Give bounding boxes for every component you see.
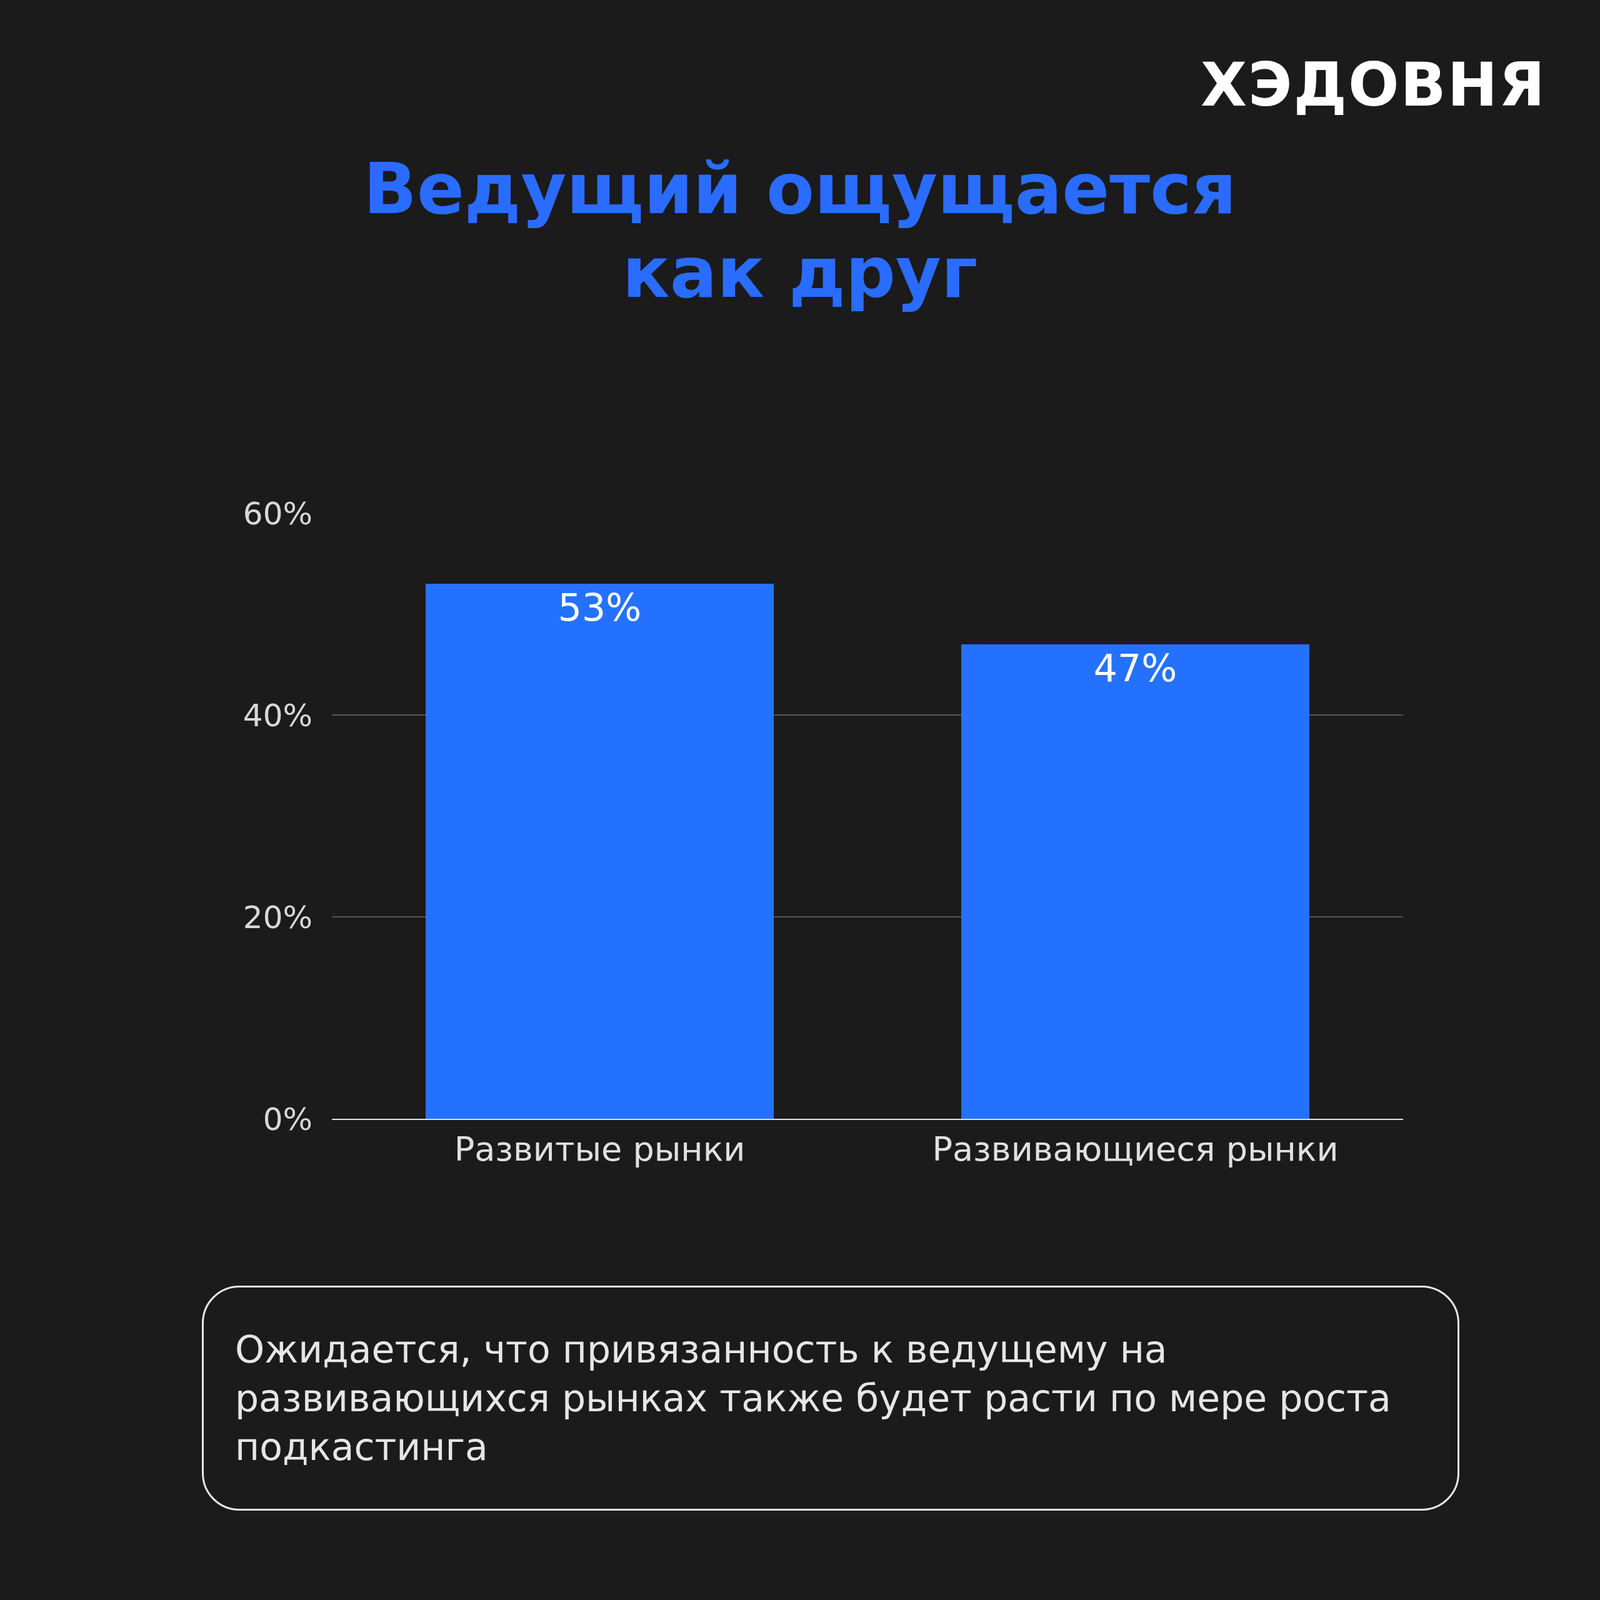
html-text:Ожидается, что привязанность к: Ожидается, что привязанность к ведущему … — [235, 1327, 1392, 1469]
svg-text:20%: 20% — [243, 899, 313, 936]
html-text:Ведущий ощущается как друг: Ведущий ощущается как друг — [363, 148, 1237, 314]
svg-text:Развитые рынки: Развитые рынки — [454, 1129, 746, 1169]
svg-text:47%: 47% — [1093, 646, 1177, 690]
svg-text:0%: 0% — [263, 1101, 313, 1138]
svg-text:40%: 40% — [243, 697, 313, 734]
svg-text:Развивающиеся рынки: Развивающиеся рынки — [931, 1129, 1339, 1169]
svg-text:53%: 53% — [558, 585, 642, 630]
svg-text:60%: 60% — [243, 495, 313, 532]
html-text:ХЭДОВНЯ: ХЭДОВНЯ — [1200, 50, 1547, 120]
